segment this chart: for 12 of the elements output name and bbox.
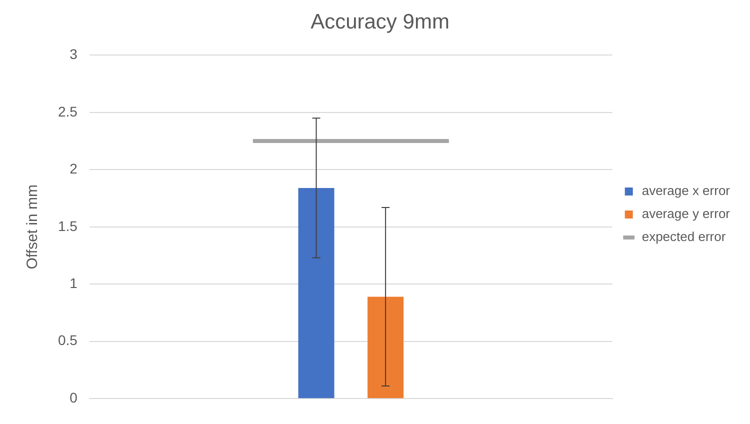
y-axis-title: Offset in mm	[24, 184, 42, 270]
y-tick-label: 2.5	[58, 103, 78, 120]
y-tick-label: 3	[70, 46, 78, 62]
y-tick-label: 2	[70, 160, 78, 177]
y-tick-label: 0.5	[58, 332, 78, 348]
legend-label: average y error	[642, 206, 731, 222]
y-tick-label: 1	[70, 274, 78, 291]
legend-label: expected error	[642, 229, 726, 244]
y-tick-label: 0	[70, 389, 78, 406]
legend-label: average x error	[642, 183, 731, 198]
y-tick-label: 1.5	[58, 218, 78, 234]
chart-title: Accuracy 9mm	[310, 10, 450, 34]
